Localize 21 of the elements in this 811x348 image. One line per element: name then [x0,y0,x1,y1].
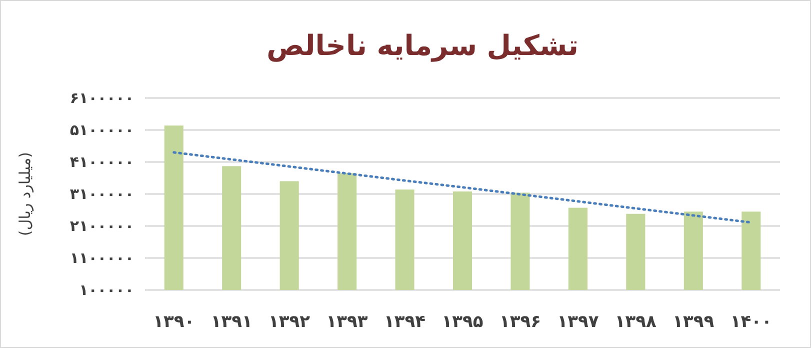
x-tick-label: ۱۴۰۰ [730,312,772,332]
y-tick-label: ۲۱۰۰۰۰۰ [70,217,134,235]
y-tick-label: ۵۱۰۰۰۰۰ [70,121,134,139]
x-tick-label: ۱۳۹۶ [499,312,541,332]
chart-title: تشکیل سرمایه ناخالص [266,29,578,62]
x-tick-label: ۱۳۹۲ [268,312,311,332]
x-tick-label: ۱۳۹۱ [210,312,252,332]
y-tick-label: ۳۱۰۰۰۰۰ [70,185,134,203]
x-tick-label: ۱۳۹۷ [557,312,600,332]
x-tick-label: ۱۳۹۹ [672,312,715,332]
x-tick-label: ۱۳۹۸ [614,312,658,332]
y-tick-label: ۶۱۰۰۰۰۰ [70,89,134,107]
line-series [172,151,752,224]
x-tick-label: ۱۳۹۰ [153,312,195,332]
y-axis-title: (میلیارد ریال) [16,152,34,236]
y-tick-label: ۴۱۰۰۰۰۰ [70,153,134,171]
y-tick-label: ۱۰۰۰۰۰ [79,281,134,299]
x-tick-label: ۱۳۹۵ [442,312,484,332]
y-tick-label: ۱۱۰۰۰۰۰ [70,249,134,267]
x-tick-label: ۱۳۹۳ [326,312,368,332]
x-tick-label: ۱۳۹۴ [384,312,426,332]
